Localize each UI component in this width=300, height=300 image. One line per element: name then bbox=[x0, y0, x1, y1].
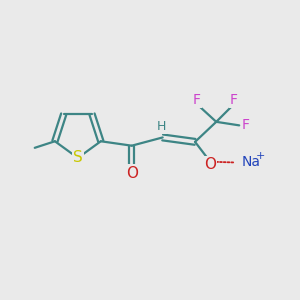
Text: Na: Na bbox=[242, 155, 261, 170]
Text: O: O bbox=[204, 157, 216, 172]
Text: H: H bbox=[157, 120, 166, 133]
Text: F: F bbox=[242, 118, 250, 132]
Text: S: S bbox=[73, 150, 83, 165]
Text: F: F bbox=[230, 93, 238, 107]
Text: F: F bbox=[193, 93, 201, 107]
Text: +: + bbox=[256, 151, 265, 161]
Text: O: O bbox=[126, 166, 138, 181]
